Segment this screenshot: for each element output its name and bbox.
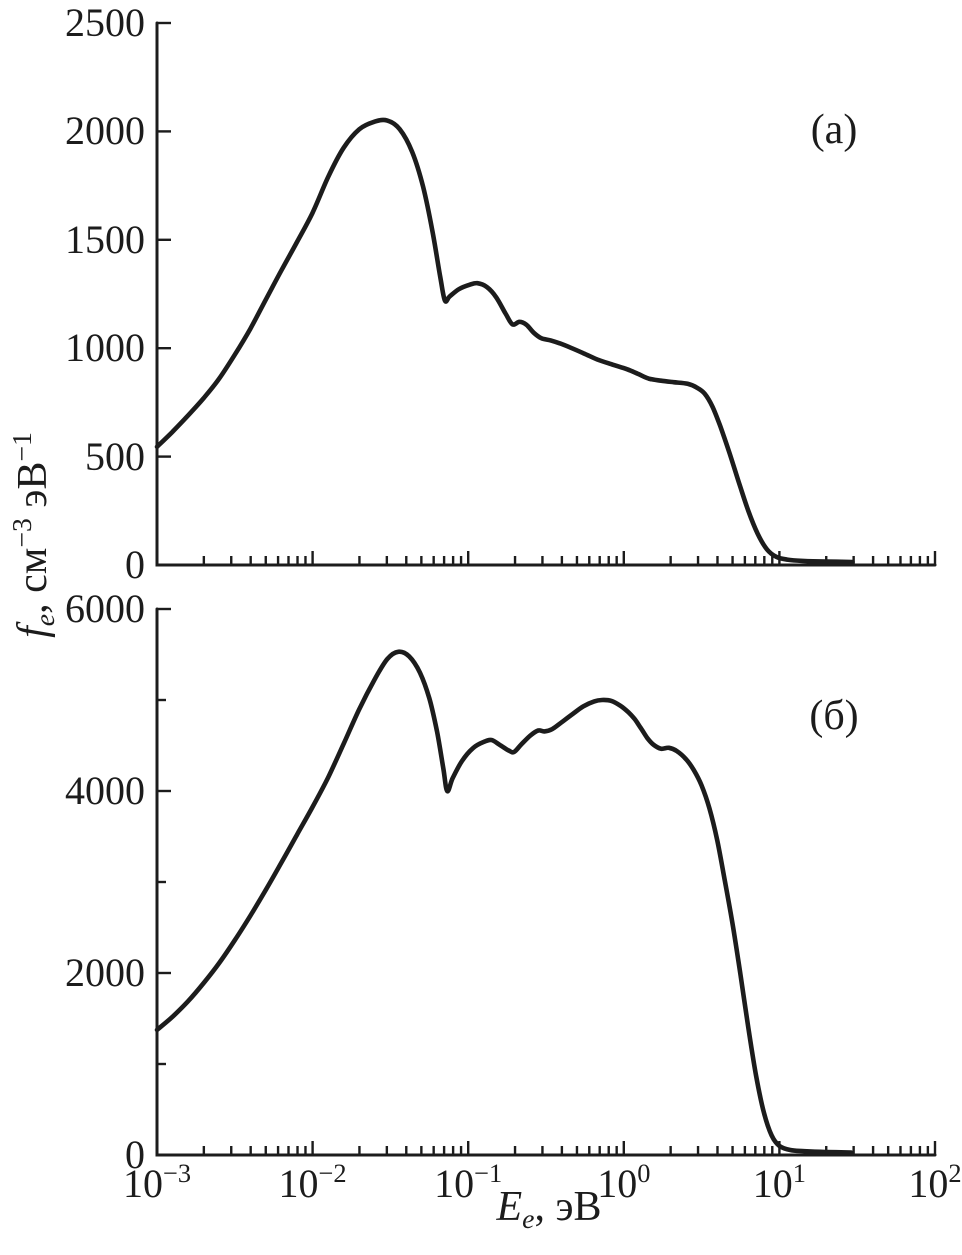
y-tick-label: 1000 (65, 325, 145, 371)
y-tick-label: 4000 (65, 768, 145, 813)
y-axis-unit-2: эВ (10, 461, 56, 519)
x-tick-label: 101 (752, 1158, 806, 1206)
x-axis-title: Ee, эВ (496, 1184, 602, 1234)
x-axis-symbol: Ee (496, 1184, 535, 1234)
y-axis-unit: , см (10, 547, 56, 614)
y-tick-label: 0 (125, 1132, 145, 1177)
panel-label-b: (б) (809, 693, 859, 739)
y-axis-exponent-2: −1 (5, 432, 37, 462)
x-tick-label: 10−2 (278, 1158, 347, 1206)
y-tick-label: 1500 (65, 216, 145, 262)
x-tick-label: 10−3 (122, 1158, 192, 1206)
x-tick-label: 100 (597, 1158, 651, 1206)
y-tick-label: 2500 (65, 0, 145, 45)
y-tick-label: 0 (125, 542, 145, 587)
y-tick-label: 2000 (65, 950, 145, 995)
y-tick-label: 2000 (65, 108, 145, 154)
y-tick-label: 6000 (65, 586, 145, 631)
x-tick-label: 10−1 (434, 1158, 503, 1206)
x-axis-unit: , эВ (534, 1184, 602, 1230)
y-axis-exponent-1: −3 (5, 518, 37, 548)
y-axis-title: fe, см−3 эВ−1 (6, 432, 60, 638)
x-tick-label: 102 (908, 1158, 962, 1206)
panel-label-a: (а) (810, 107, 858, 153)
y-axis-symbol: fe (10, 613, 60, 638)
y-tick-label: 500 (85, 433, 145, 479)
